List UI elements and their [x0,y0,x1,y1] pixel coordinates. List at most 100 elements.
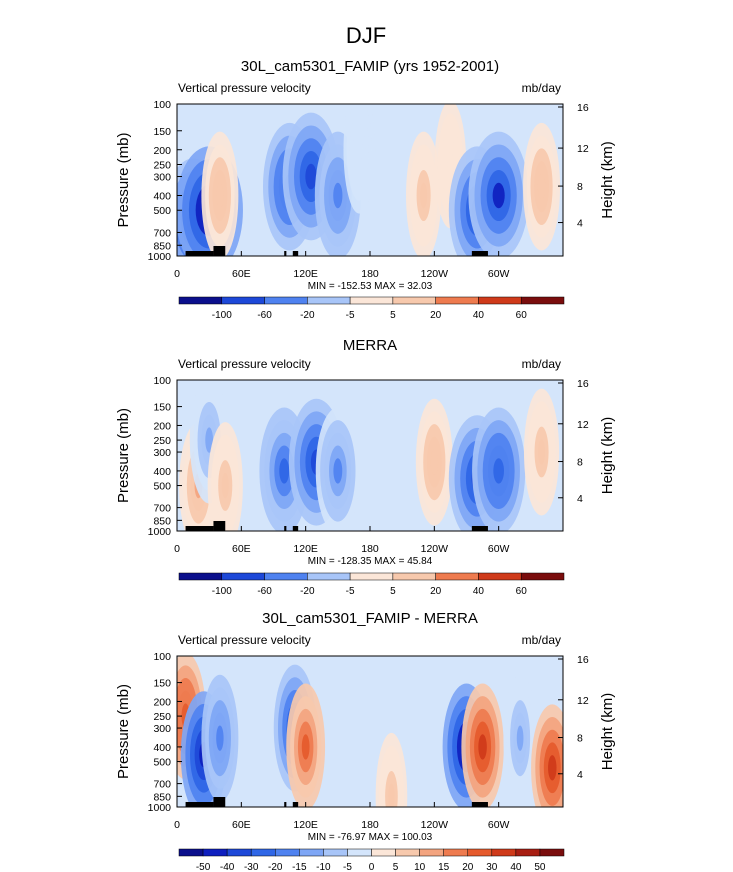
y-right-tick-label: 12 [577,695,589,707]
colorbar-label: -20 [300,586,315,597]
x-tick-label: 60E [232,819,251,831]
x-tick-label: 0 [174,268,180,280]
field-contour [333,458,343,484]
y-tick-label: 700 [153,779,171,791]
colorbar-box [178,572,223,581]
panel-right-label: mb/day [522,81,561,95]
y-tick-label: 850 [153,515,171,527]
y-tick-label: 300 [153,447,171,459]
y-tick-label: 850 [153,240,171,252]
colorbar-label: -100 [212,310,232,321]
x-tick-label: 180 [361,819,379,831]
terrain [213,246,226,256]
y-tick-label: 300 [153,723,171,735]
field-layer [179,380,560,531]
y-right-axis-label: Height (km) [599,141,616,219]
y-right-tick-label: 8 [577,181,583,193]
colorbar-box [178,848,204,857]
y-tick-label: 700 [153,227,171,239]
y-tick-label: 200 [153,420,171,432]
colorbar-box [392,296,436,305]
panel-title: 30L_cam5301_FAMIP (yrs 1952-2001) [241,58,499,75]
x-tick-label: 180 [361,543,379,555]
terrain [471,251,488,256]
colorbar-label: 15 [438,862,450,872]
panel-1: 30L_cam5301_FAMIP (yrs 1952-2001) Vertica… [115,58,616,321]
stats-label: MIN = -152.53 MAX = 32.03 [308,281,433,292]
y-right-tick-label: 8 [577,457,583,469]
colorbar-box [202,848,228,857]
colorbar-box [520,296,565,305]
x-tick-label: 120E [293,819,318,831]
y-tick-label: 400 [153,466,171,478]
colorbar-box [395,848,420,857]
colorbar-box [349,296,394,305]
colorbar-label: -5 [346,310,355,321]
colorbar-box [178,296,223,305]
y-right-tick-label: 16 [577,654,589,666]
field-contour [538,439,546,465]
colorbar-box [275,848,300,857]
colorbar-box [467,848,493,857]
y-tick-label: 1000 [148,526,172,538]
figure-title: DJF [346,23,386,48]
y-right-axis-label: Height (km) [599,693,616,771]
colorbar-label: 5 [393,862,399,872]
field-contour [516,725,524,751]
colorbar-label: -50 [196,862,211,872]
colorbar-label: 40 [510,862,522,872]
field-contour [420,182,428,209]
y-right-axis-label: Height (km) [599,417,616,495]
y-right-tick-label: 4 [577,218,583,230]
terrain [471,526,488,531]
panel-title: MERRA [343,337,397,354]
field-contour [537,173,546,200]
field-contour [301,734,310,760]
colorbar-label: -5 [343,862,352,872]
field-contour [279,458,290,484]
panel-title: 30L_cam5301_FAMIP - MERRA [262,610,478,627]
colorbar-label: -15 [292,862,307,872]
x-tick-label: 60E [232,268,251,280]
y-tick-label: 850 [153,791,171,803]
colorbar-box [347,848,372,857]
colorbar-label: -60 [257,310,272,321]
x-tick-label: 60W [488,819,510,831]
colorbar-box [520,572,565,581]
field-contour [216,725,224,751]
terrain [292,802,299,807]
field-contour [492,182,505,209]
y-tick-label: 100 [153,99,171,111]
field-contour [548,755,557,781]
y-tick-label: 400 [153,191,171,203]
field-contour [447,151,454,178]
x-tick-label: 0 [174,543,180,555]
field-contour [356,136,363,163]
colorbar-box [419,848,444,857]
colorbar-label: 20 [462,862,474,872]
x-tick-label: 0 [174,819,180,831]
colorbar-box [515,848,541,857]
y-tick-label: 700 [153,503,171,515]
field-layer [177,656,563,807]
y-axis-label: Pressure (mb) [115,132,132,227]
terrain [185,802,214,807]
colorbar-label: -20 [300,310,315,321]
colorbar-box [226,848,252,857]
terrain [471,802,488,807]
x-tick-label: 180 [361,268,379,280]
terrain [284,251,287,256]
field-contour [333,182,343,209]
colorbar-label: -30 [244,862,259,872]
x-tick-label: 60E [232,543,251,555]
colorbar-box [299,848,324,857]
colorbar-box [323,848,348,857]
terrain [213,797,226,807]
y-tick-label: 250 [153,435,171,447]
colorbar-box [250,848,276,857]
y-tick-label: 100 [153,651,171,663]
y-axis-label: Pressure (mb) [115,408,132,503]
colorbar-label: 60 [516,586,528,597]
y-right-tick-label: 16 [577,378,589,390]
y-right-tick-label: 8 [577,733,583,745]
